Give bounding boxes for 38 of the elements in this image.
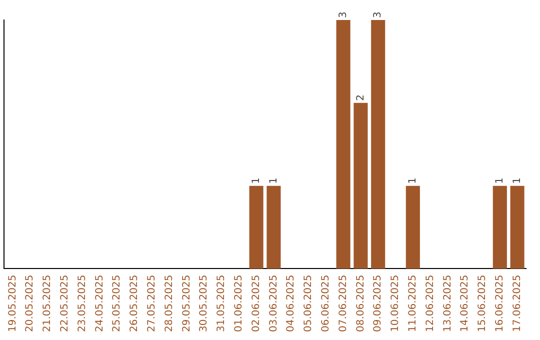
x-tick-label: 11.06.2025 (407, 274, 418, 332)
x-tick-label: 14.06.2025 (460, 274, 471, 332)
x-tick-label: 15.06.2025 (477, 274, 488, 332)
x-tick-label: 30.05.2025 (198, 274, 210, 332)
data-label: 1 (250, 177, 262, 184)
x-tick-label: 22.05.2025 (59, 274, 70, 332)
x-tick-label: 26.05.2025 (129, 274, 140, 332)
x-tick-label: 02.06.2025 (250, 274, 262, 332)
x-tick-label: 12.06.2025 (424, 274, 436, 332)
x-tick-label: 17.06.2025 (512, 274, 523, 332)
x-tick-label: 13.06.2025 (442, 274, 454, 332)
x-tick-label: 01.06.2025 (233, 274, 244, 332)
x-tick-label: 03.06.2025 (268, 274, 280, 332)
data-label: 2 (355, 94, 366, 101)
x-tick-label: 20.05.2025 (24, 274, 36, 332)
data-label: 3 (372, 12, 384, 18)
x-tick-label: 28.05.2025 (164, 274, 175, 332)
data-label: 1 (407, 177, 418, 184)
x-tick-label: 06.06.2025 (320, 274, 332, 332)
x-tick-label: 16.06.2025 (494, 274, 506, 332)
x-tick-label: 24.05.2025 (94, 274, 106, 332)
data-label: 1 (494, 177, 506, 184)
data-label: 1 (512, 177, 523, 184)
x-tick-label: 10.06.2025 (390, 274, 402, 332)
x-tick-label: 23.05.2025 (76, 274, 88, 332)
x-tick-label: 29.05.2025 (181, 274, 192, 332)
x-tick-label: 09.06.2025 (372, 274, 384, 332)
x-tick-label: 27.05.2025 (146, 274, 158, 332)
x-tick-label: 07.06.2025 (338, 274, 349, 332)
x-tick-label: 05.06.2025 (303, 274, 314, 332)
x-tick-label: 31.05.2025 (216, 274, 228, 332)
data-label: 1 (268, 177, 280, 184)
data-label: 3 (338, 12, 349, 18)
x-tick-label: 04.06.2025 (286, 274, 297, 332)
x-tick-label: 08.06.2025 (355, 274, 366, 332)
x-tick-label: 21.05.2025 (42, 274, 54, 332)
x-tick-label: 25.05.2025 (112, 274, 123, 332)
x-tick-label: 19.05.2025 (7, 274, 18, 332)
